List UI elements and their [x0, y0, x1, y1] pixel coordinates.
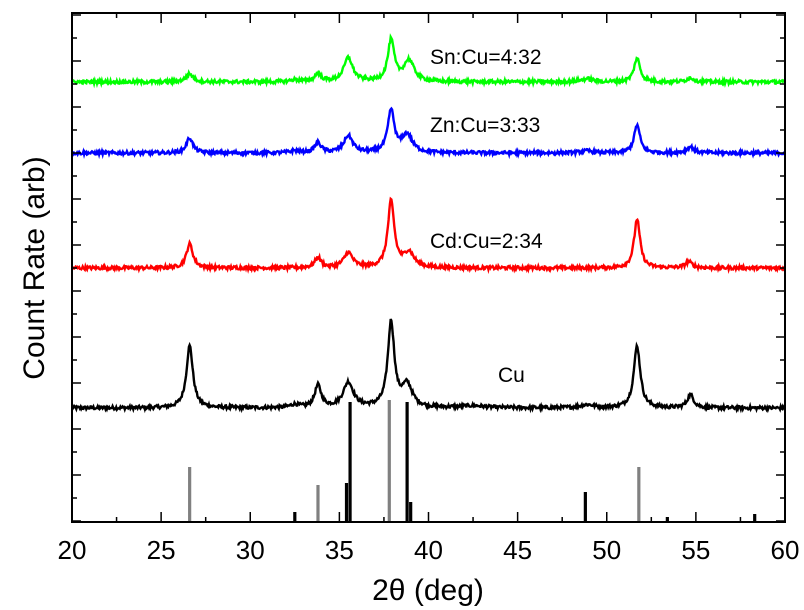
- x-tick-label: 55: [681, 535, 710, 565]
- x-axis-label: 2θ (deg): [372, 574, 484, 607]
- y-axis-label: Count Rate (arb): [18, 156, 51, 379]
- x-tick-label: 60: [771, 535, 800, 565]
- series-layer: [70, 33, 787, 414]
- x-tick-label: 50: [592, 535, 621, 565]
- x-tick-label: 20: [58, 535, 87, 565]
- x-tick-label: 40: [414, 535, 443, 565]
- reference-pattern-layer: [188, 400, 757, 522]
- series-line-0: [70, 318, 786, 414]
- x-tick-label: 45: [503, 535, 532, 565]
- series-label-layer: Cu Cd:Cu=2:34 Zn:Cu=3:33 Sn:Cu=4:32: [430, 46, 543, 387]
- x-tick-label: 30: [236, 535, 265, 565]
- x-tick-label: 25: [147, 535, 176, 565]
- series-label-3: Sn:Cu=4:32: [430, 46, 542, 69]
- series-line-3: [71, 33, 787, 89]
- series-label-1: Cd:Cu=2:34: [430, 230, 543, 253]
- series-label-0: Cu: [498, 364, 525, 387]
- series-line-1: [71, 196, 786, 275]
- x-tick-label: 35: [325, 535, 354, 565]
- series-line-2: [71, 106, 786, 160]
- series-label-2: Zn:Cu=3:33: [430, 114, 540, 137]
- tick-layer: 20 25 30 35 40 45 50 55 60: [58, 13, 800, 565]
